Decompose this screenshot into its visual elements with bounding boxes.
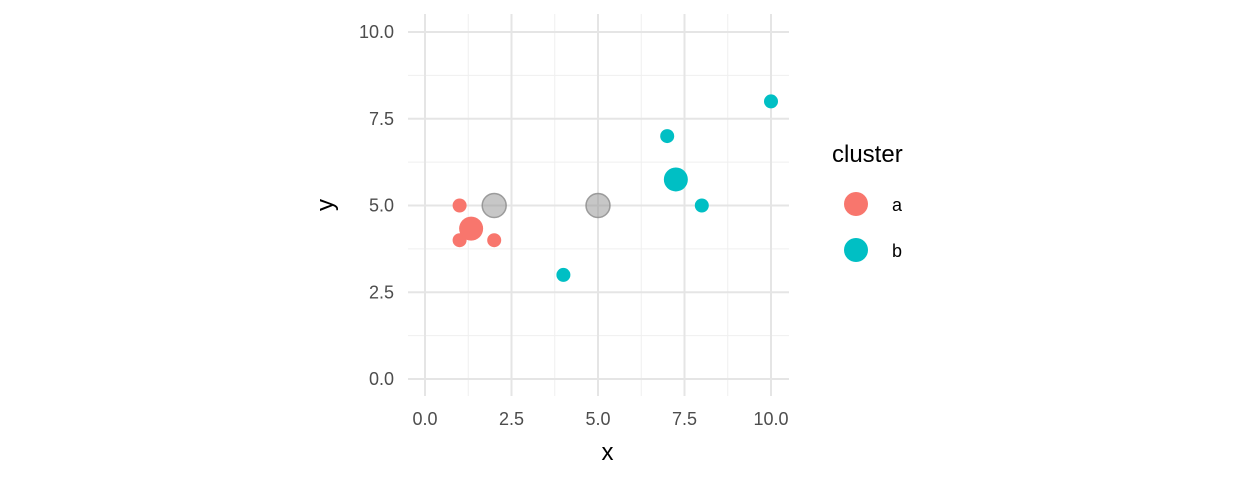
legend-label-b: b <box>892 241 902 261</box>
legend-key-b <box>844 238 868 262</box>
centroid-point-a <box>459 216 484 241</box>
legend-label-a: a <box>892 195 903 215</box>
x-axis-title: x <box>602 439 614 466</box>
data-points <box>452 94 778 282</box>
y-tick-label: 7.5 <box>369 109 394 129</box>
y-tick-label: 2.5 <box>369 282 394 302</box>
x-tick-label: 10.0 <box>753 409 788 429</box>
x-tick-label: 7.5 <box>672 409 697 429</box>
centroid-point-b <box>663 167 688 192</box>
initial-center-point <box>585 192 611 219</box>
data-point-b <box>660 129 675 144</box>
legend-title: cluster <box>832 141 903 168</box>
data-point-b <box>694 198 709 213</box>
data-point-b <box>764 94 778 109</box>
legend: cluster a b <box>832 141 903 262</box>
x-tick-label: 5.0 <box>585 409 610 429</box>
y-tick-label: 5.0 <box>369 196 394 216</box>
axis-ticks: 0.0 2.5 5.0 7.5 10.0 0.0 2.5 5.0 7.5 10.0 <box>359 22 789 429</box>
legend-key-a <box>844 192 868 216</box>
data-point-b <box>556 267 571 282</box>
x-tick-label: 0.0 <box>412 409 437 429</box>
y-axis-title: y <box>312 199 339 211</box>
y-tick-label: 10.0 <box>359 22 394 42</box>
grid <box>408 14 789 396</box>
data-point-a <box>487 233 502 248</box>
initial-center-point <box>481 192 507 219</box>
y-tick-label: 0.0 <box>369 369 394 389</box>
data-point-a <box>452 198 467 213</box>
x-tick-label: 2.5 <box>499 409 524 429</box>
